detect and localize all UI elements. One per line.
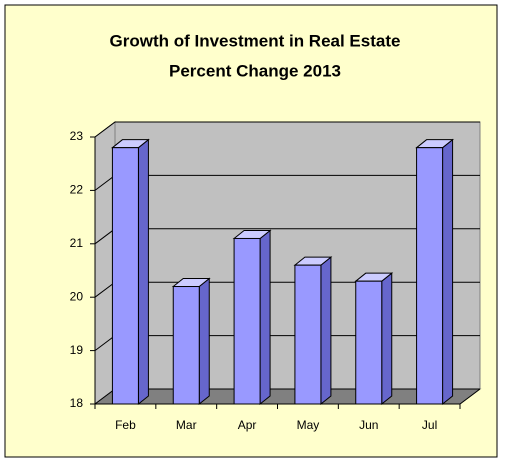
x-tick-label: Apr bbox=[238, 418, 257, 432]
y-tick-label: 19 bbox=[70, 343, 84, 357]
bar-side bbox=[137, 138, 149, 406]
x-tick-label: Mar bbox=[176, 418, 197, 432]
y-tick-label: 21 bbox=[70, 236, 84, 250]
y-tick-label: 20 bbox=[70, 289, 84, 303]
bar bbox=[233, 237, 261, 405]
grid-line bbox=[94, 121, 480, 138]
y-tick-label: 23 bbox=[70, 129, 84, 143]
bar bbox=[416, 147, 444, 405]
bar-side bbox=[198, 277, 210, 406]
x-tick-label: Jun bbox=[359, 418, 378, 432]
x-tick-label: Jul bbox=[422, 418, 437, 432]
bar bbox=[294, 264, 322, 405]
bar-side bbox=[259, 229, 271, 406]
chart-subtitle: Percent Change 2013 bbox=[169, 61, 341, 80]
chart-title: Growth of Investment in Real Estate bbox=[110, 31, 401, 50]
bar-side bbox=[320, 256, 332, 406]
bar-side bbox=[381, 272, 393, 406]
bar-side bbox=[442, 138, 454, 406]
x-axis-depth bbox=[459, 388, 481, 405]
y-tick-label: 18 bbox=[70, 396, 84, 410]
bar bbox=[355, 280, 383, 405]
bar bbox=[111, 147, 139, 405]
bar bbox=[172, 286, 200, 405]
x-tick-label: Feb bbox=[115, 418, 136, 432]
y-tick-label: 22 bbox=[70, 183, 84, 197]
x-tick-label: May bbox=[297, 418, 320, 432]
